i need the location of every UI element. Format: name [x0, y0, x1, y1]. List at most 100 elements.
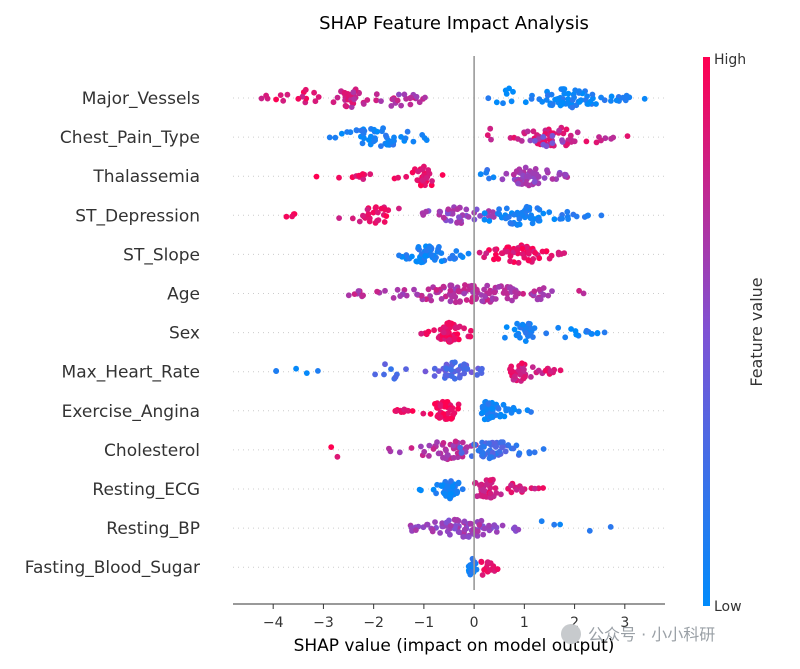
shap-point	[455, 401, 462, 408]
shap-point	[430, 446, 437, 452]
shap-point	[295, 95, 302, 102]
shap-point	[641, 95, 648, 102]
feature-label: Cholesterol	[104, 441, 200, 461]
shap-point	[311, 89, 317, 96]
shap-point	[559, 137, 565, 144]
shap-point	[512, 293, 519, 300]
shap-point	[598, 212, 605, 219]
shap-point	[373, 91, 380, 98]
shap-point	[380, 125, 386, 132]
shap-point	[332, 134, 339, 141]
shap-point	[483, 250, 490, 257]
shap-point	[445, 206, 452, 213]
shap-point	[549, 101, 556, 107]
shap-point	[481, 286, 487, 293]
shap-point	[519, 360, 525, 367]
shap-point	[601, 329, 608, 336]
shap-point	[456, 374, 463, 381]
shap-point	[437, 530, 443, 536]
shap-point	[574, 129, 581, 136]
shap-point	[509, 297, 515, 304]
shap-point	[555, 324, 562, 331]
shap-point	[423, 137, 430, 144]
shap-point	[551, 216, 558, 223]
x-axis-title: SHAP value (impact on model output)	[294, 636, 615, 656]
shap-point	[375, 217, 382, 224]
shap-point	[530, 334, 536, 340]
shap-point	[562, 171, 569, 178]
shap-point	[564, 141, 570, 148]
shap-point	[519, 487, 526, 494]
shap-point	[492, 246, 498, 253]
shap-point	[425, 167, 432, 173]
shap-point	[486, 218, 493, 224]
shap-point	[378, 143, 384, 150]
shap-point	[486, 440, 492, 447]
x-tick-label: 0	[470, 615, 479, 631]
shap-point	[515, 180, 521, 187]
shap-point	[520, 290, 526, 297]
shap-point	[454, 517, 461, 523]
shap-point	[447, 218, 454, 224]
shap-point	[531, 179, 538, 185]
shap-point	[468, 453, 475, 459]
shap-point	[479, 298, 486, 304]
shap-point	[384, 141, 390, 148]
shap-point	[348, 104, 355, 110]
shap-point	[461, 361, 468, 368]
shap-point	[468, 369, 475, 376]
shap-point	[476, 249, 483, 256]
shap-point	[456, 288, 462, 295]
shap-point	[439, 172, 446, 178]
shap-point	[515, 331, 521, 338]
shap-point	[536, 255, 543, 262]
shap-point	[501, 413, 508, 420]
shap-point	[373, 97, 380, 104]
shap-point	[411, 286, 417, 293]
shap-point	[461, 325, 467, 332]
shap-point	[342, 102, 349, 109]
shap-point	[456, 529, 462, 536]
shap-point	[528, 96, 535, 102]
shap-point	[415, 168, 422, 175]
shap-point	[416, 486, 423, 493]
shap-point	[479, 451, 486, 458]
shap-point	[442, 372, 449, 379]
shap-point	[493, 529, 500, 535]
shap-point	[495, 405, 502, 412]
shap-point	[413, 527, 419, 533]
shap-point	[448, 373, 455, 379]
shap-point	[484, 559, 491, 565]
shap-point	[542, 367, 549, 374]
shap-point	[516, 408, 522, 415]
shap-point	[543, 97, 550, 103]
shap-point	[505, 442, 512, 448]
x-tick-label: 2	[570, 615, 579, 631]
shap-point	[402, 135, 409, 142]
shap-point	[378, 98, 384, 104]
shap-point	[580, 290, 587, 297]
shap-point	[303, 370, 310, 376]
shap-point	[465, 250, 472, 257]
shap-point	[492, 296, 499, 302]
shap-point	[613, 97, 620, 104]
shap-point	[529, 220, 536, 227]
shap-point	[366, 218, 373, 225]
shap-point	[496, 206, 502, 213]
colorbar	[703, 57, 710, 606]
shap-point	[421, 448, 428, 455]
shap-point	[507, 253, 514, 259]
shap-point	[559, 101, 565, 108]
shap-point	[428, 251, 435, 258]
shap-point	[397, 293, 404, 299]
shap-point	[499, 444, 505, 451]
shap-point	[498, 250, 505, 257]
shap-point	[440, 283, 447, 290]
shap-point	[545, 292, 552, 299]
shap-point	[302, 86, 309, 93]
shap-point	[532, 250, 539, 256]
shap-point	[519, 251, 526, 257]
shap-point	[367, 171, 374, 178]
shap-point	[505, 406, 512, 413]
shap-point	[481, 210, 488, 217]
